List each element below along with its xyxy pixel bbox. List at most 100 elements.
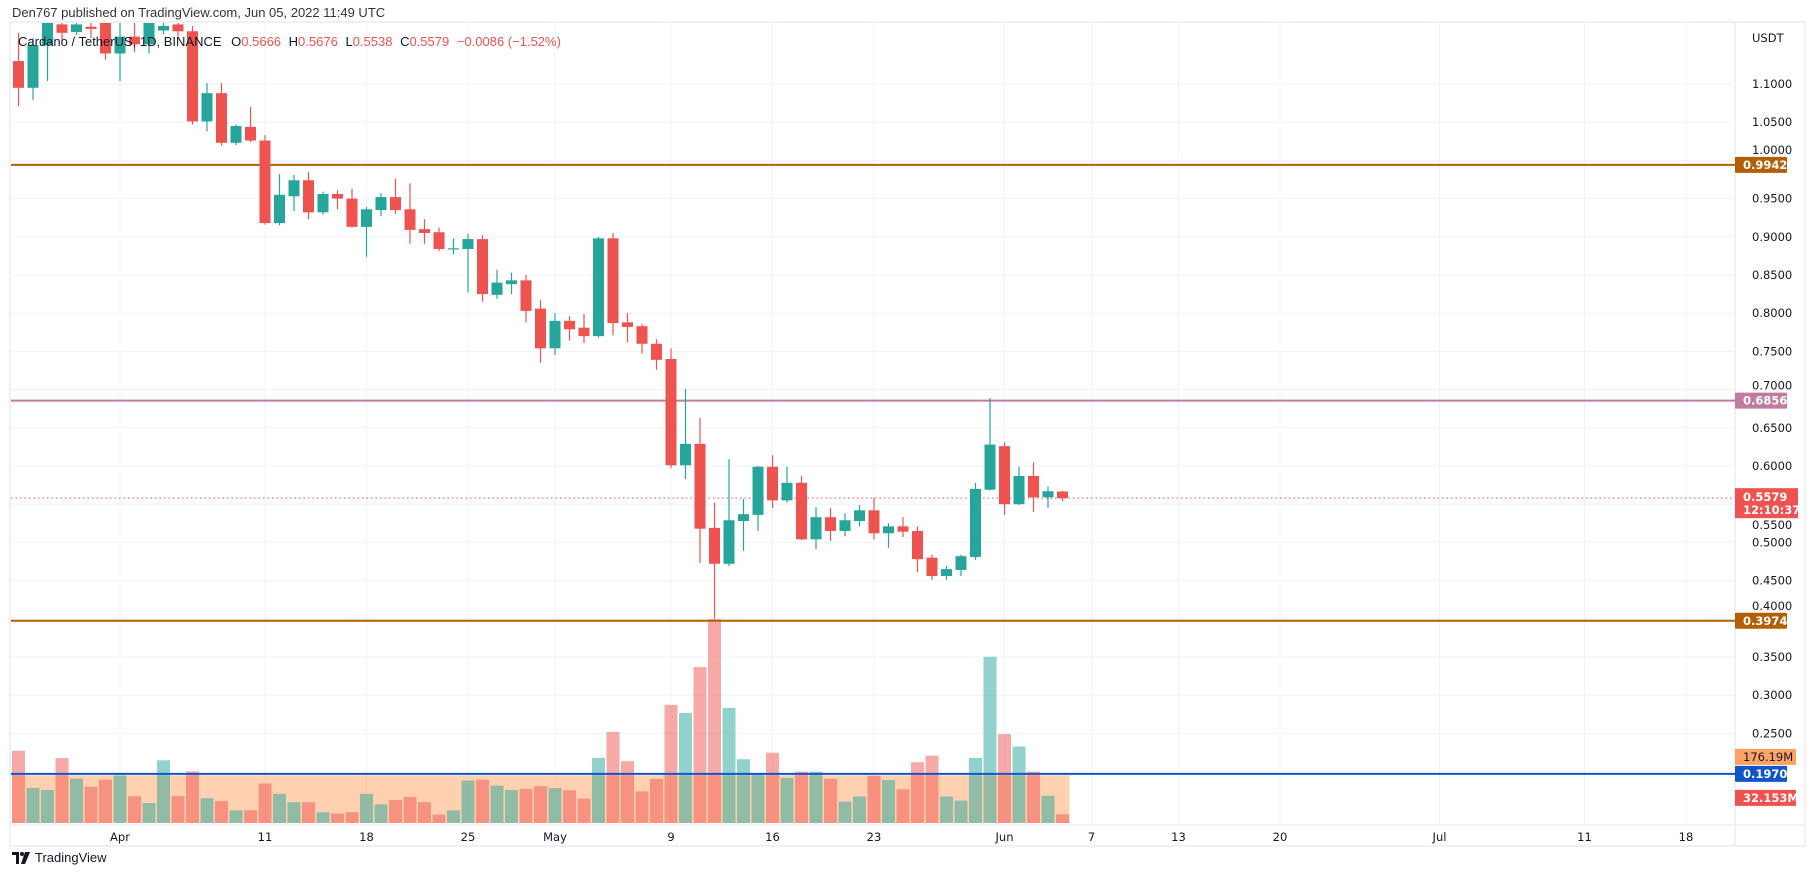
volume-bar [737, 759, 750, 823]
volume-bar [925, 755, 939, 823]
volume-bar [1041, 795, 1055, 823]
candle-body [346, 198, 358, 227]
currency-label: USDT [1752, 31, 1785, 45]
tradingview-logo-icon [12, 851, 30, 864]
candle-body [317, 194, 329, 213]
candle [375, 193, 387, 217]
volume-bar [345, 812, 359, 823]
candle [303, 171, 314, 220]
horizontal-lines[interactable] [11, 163, 1735, 775]
candle-body [245, 126, 256, 141]
candle [85, 23, 97, 39]
y-tick-label: 0.6000 [1752, 459, 1792, 473]
candle [868, 497, 880, 540]
candle-body [941, 569, 952, 577]
level-price-tag [1735, 156, 1787, 173]
candle-body [390, 197, 401, 211]
y-tick-label: 0.3000 [1752, 688, 1792, 702]
volume-bar [969, 757, 982, 823]
footer-brand[interactable]: TradingView [12, 850, 107, 865]
candle [680, 388, 691, 479]
level-price-tag-label: 0.3974 [1743, 614, 1787, 628]
volume-ma-tag [1735, 748, 1796, 765]
volume-bar [795, 771, 808, 823]
legend-symbol[interactable]: Cardano / TetherUS, 1D, BINANCE [18, 34, 222, 49]
x-tick-label: 18 [1679, 830, 1694, 844]
chart-legend: Cardano / TetherUS, 1D, BINANCE O0.5666 … [18, 34, 561, 49]
candle-body [680, 443, 691, 466]
volume-bar [954, 800, 968, 823]
volume-bar [41, 790, 54, 823]
footer-brand-text: TradingView [35, 850, 107, 865]
y-tick-label: 0.4000 [1752, 599, 1792, 613]
candle-body [448, 248, 459, 250]
volume-bar [548, 788, 562, 823]
candle [636, 323, 648, 354]
published-caption: Den767 published on TradingView.com, Jun… [12, 5, 386, 20]
volume-bar [853, 796, 866, 823]
volume-bar [113, 775, 127, 823]
time-axis[interactable]: Apr 11 18 25 May 9 16 23 Jun 7 13 20 Jul 11 18 [110, 830, 1693, 844]
volume-bar [1056, 814, 1069, 823]
candle [172, 23, 184, 37]
volume-bar [592, 757, 605, 823]
candle-body [883, 526, 894, 534]
candle-body [520, 280, 532, 311]
price-axis[interactable]: 1.1000 1.0500 1.0000 0.9500 0.9000 0.8500 0.80… [1752, 77, 1792, 740]
candle-body [752, 466, 764, 515]
level-price-tag [1735, 612, 1787, 629]
legend-change: −0.0086 (−1.52%) [457, 34, 561, 49]
y-tick-label: 0.5000 [1752, 535, 1792, 549]
candle-body [738, 514, 749, 522]
candle-body [593, 238, 604, 337]
candle [143, 23, 155, 54]
candle [593, 236, 604, 338]
volume-bar [679, 713, 692, 823]
x-tick-label: 11 [1577, 830, 1592, 844]
candle [404, 183, 416, 244]
legend-high: 0.5676 [298, 34, 338, 49]
volume-bar [258, 783, 272, 823]
y-tick-label: 0.9500 [1752, 192, 1792, 206]
volume-bar [316, 812, 330, 823]
candle [187, 25, 198, 125]
volume-bar [693, 667, 707, 823]
candle-body [897, 526, 909, 532]
candle-body [984, 444, 996, 490]
candle [419, 219, 430, 244]
candle [999, 442, 1010, 515]
x-tick-label: 11 [258, 830, 273, 844]
y-tick-label: 1.0000 [1752, 143, 1792, 157]
volume-bar [490, 785, 504, 823]
candle-body [723, 520, 735, 564]
volume-bar [273, 793, 286, 823]
candle [288, 174, 300, 211]
y-tick-label: 0.9000 [1752, 230, 1792, 244]
candle [158, 23, 169, 35]
candle [274, 174, 285, 226]
candle-body [56, 24, 68, 33]
x-tick-label: 25 [461, 830, 476, 844]
candle-body [926, 557, 938, 577]
candle-body [172, 24, 184, 32]
grid [11, 23, 1735, 824]
level-price-tag-label: 0.1970 [1743, 767, 1787, 781]
x-tick-label: 18 [359, 830, 374, 844]
volume-bar [389, 800, 402, 823]
volume-bar [809, 771, 823, 823]
x-tick-label: 9 [667, 830, 674, 844]
candle [390, 178, 401, 214]
volume-bar [534, 786, 547, 823]
volume-bar [26, 787, 40, 823]
volume-bar [461, 780, 475, 823]
candle [854, 504, 865, 527]
volume-bar [12, 750, 25, 823]
candle-body [129, 36, 140, 45]
x-tick-label: 16 [765, 830, 780, 844]
y-tick-label: 0.4500 [1752, 574, 1792, 588]
y-tick-label: 0.8000 [1752, 306, 1792, 320]
candle-body [462, 239, 474, 250]
candle [752, 466, 764, 531]
